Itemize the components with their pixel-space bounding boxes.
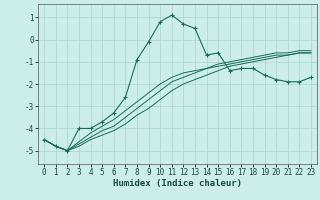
X-axis label: Humidex (Indice chaleur): Humidex (Indice chaleur) xyxy=(113,179,242,188)
